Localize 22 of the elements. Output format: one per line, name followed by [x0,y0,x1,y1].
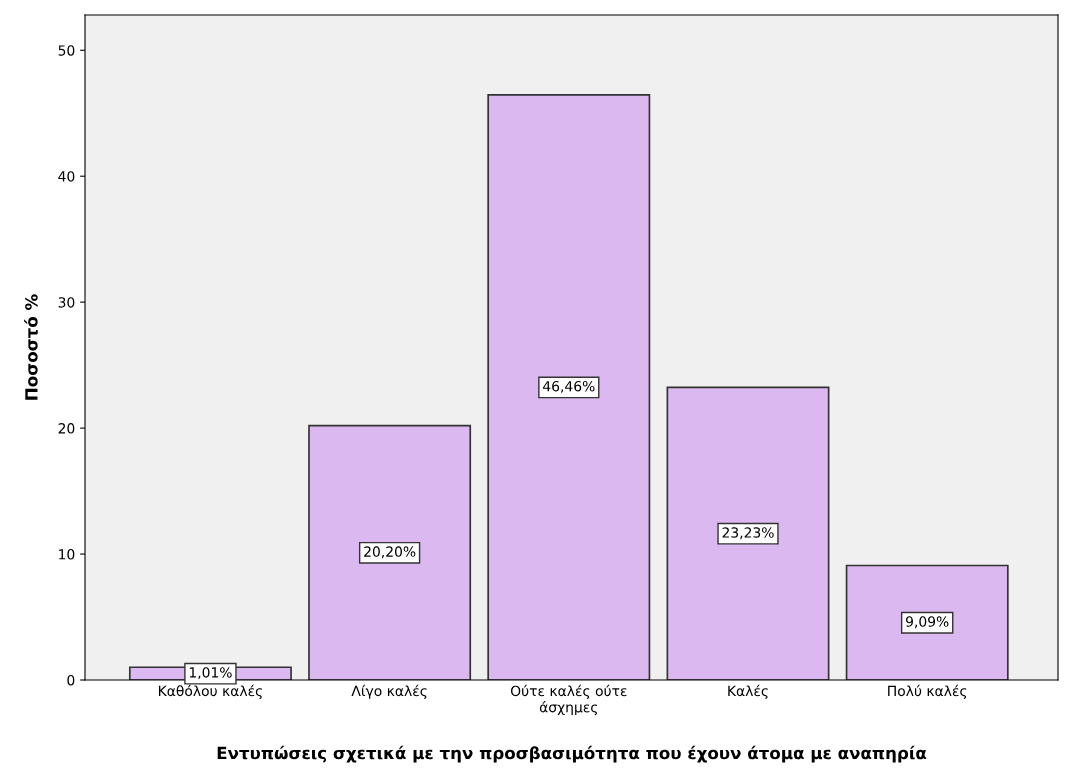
x-tick-label: Πολύ καλές [888,684,967,699]
data-label: 23,23% [722,527,774,540]
data-label: 1,01% [189,667,232,680]
y-tick-label: 10 [59,549,75,560]
y-axis-title: Ποσοστό % [24,294,38,400]
y-tick-label: 40 [58,171,75,182]
bar [845,564,1009,680]
bar [487,94,651,680]
y-tick-label: 50 [58,45,75,56]
x-tick-label: Λίγο καλές [351,684,427,699]
bar [308,424,472,680]
x-tick-label: Καλές [728,684,768,699]
y-tick-label: 0 [67,674,75,686]
y-tick-label: 20 [58,423,75,434]
data-label: 46,46% [543,380,595,393]
x-tick-label: Ούτε καλές ούτε άσχημες [510,684,627,716]
y-tick-label: 30 [58,297,75,308]
data-label: 20,20% [364,546,416,559]
x-tick-label: Καθόλου καλές [158,684,262,699]
x-axis-title: Εντυπώσεις σχετικά με την προσβασιμότητα που έχουν άτομα με αναπηρία [217,745,927,763]
data-label: 9,09% [906,616,949,629]
bar [666,386,830,680]
